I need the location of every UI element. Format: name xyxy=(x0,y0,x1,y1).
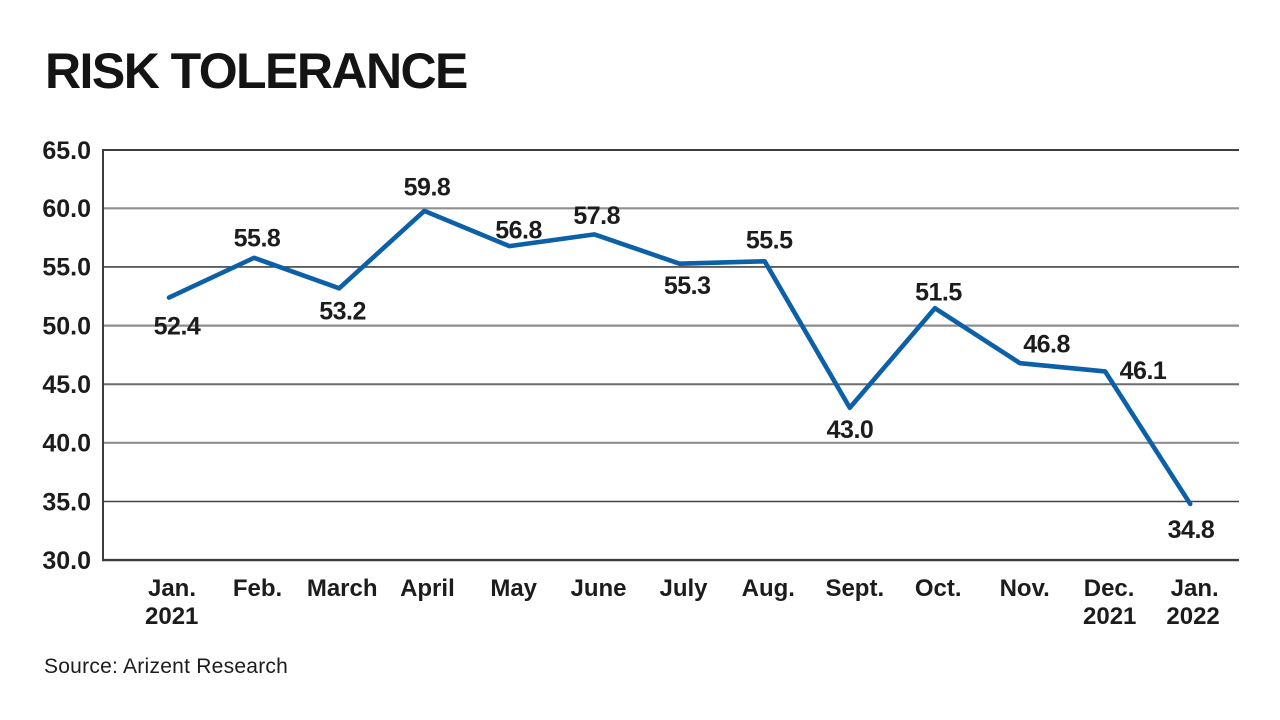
svg-text:July: July xyxy=(659,575,708,602)
svg-text:Oct.: Oct. xyxy=(915,575,962,602)
svg-text:Dec.: Dec. xyxy=(1084,575,1135,602)
svg-text:46.1: 46.1 xyxy=(1120,357,1167,385)
svg-text:2021: 2021 xyxy=(1083,603,1136,630)
svg-text:45.0: 45.0 xyxy=(42,371,91,399)
svg-text:Sept.: Sept. xyxy=(825,575,884,602)
svg-text:March: March xyxy=(307,575,378,602)
svg-text:46.8: 46.8 xyxy=(1023,331,1070,359)
svg-text:57.8: 57.8 xyxy=(573,202,620,230)
svg-text:2022: 2022 xyxy=(1166,603,1219,630)
svg-text:June: June xyxy=(570,575,626,602)
svg-text:43.0: 43.0 xyxy=(827,416,874,444)
svg-text:55.5: 55.5 xyxy=(746,227,793,255)
svg-text:2021: 2021 xyxy=(145,603,198,630)
svg-text:56.8: 56.8 xyxy=(495,216,542,244)
svg-text:RISK TOLERANCE: RISK TOLERANCE xyxy=(45,43,467,99)
svg-text:52.4: 52.4 xyxy=(154,312,201,340)
svg-text:April: April xyxy=(400,575,455,602)
svg-text:34.8: 34.8 xyxy=(1168,516,1215,544)
svg-text:Feb.: Feb. xyxy=(233,575,282,602)
svg-text:Aug.: Aug. xyxy=(742,575,795,602)
svg-text:40.0: 40.0 xyxy=(42,430,91,458)
svg-text:65.0: 65.0 xyxy=(42,137,91,165)
svg-text:51.5: 51.5 xyxy=(915,279,962,307)
svg-text:55.3: 55.3 xyxy=(664,272,711,300)
svg-text:35.0: 35.0 xyxy=(42,488,91,516)
svg-text:Source: Arizent Research: Source: Arizent Research xyxy=(44,655,288,678)
svg-text:60.0: 60.0 xyxy=(42,195,91,223)
svg-text:30.0: 30.0 xyxy=(42,547,91,575)
svg-text:May: May xyxy=(490,575,537,602)
svg-text:55.0: 55.0 xyxy=(42,254,91,282)
svg-text:Jan.: Jan. xyxy=(148,575,196,602)
svg-text:59.8: 59.8 xyxy=(404,174,451,202)
svg-text:55.8: 55.8 xyxy=(234,224,281,252)
svg-text:Jan.: Jan. xyxy=(1171,575,1219,602)
svg-text:50.0: 50.0 xyxy=(42,312,91,340)
svg-text:Nov.: Nov. xyxy=(1000,575,1050,602)
svg-text:53.2: 53.2 xyxy=(319,297,366,325)
